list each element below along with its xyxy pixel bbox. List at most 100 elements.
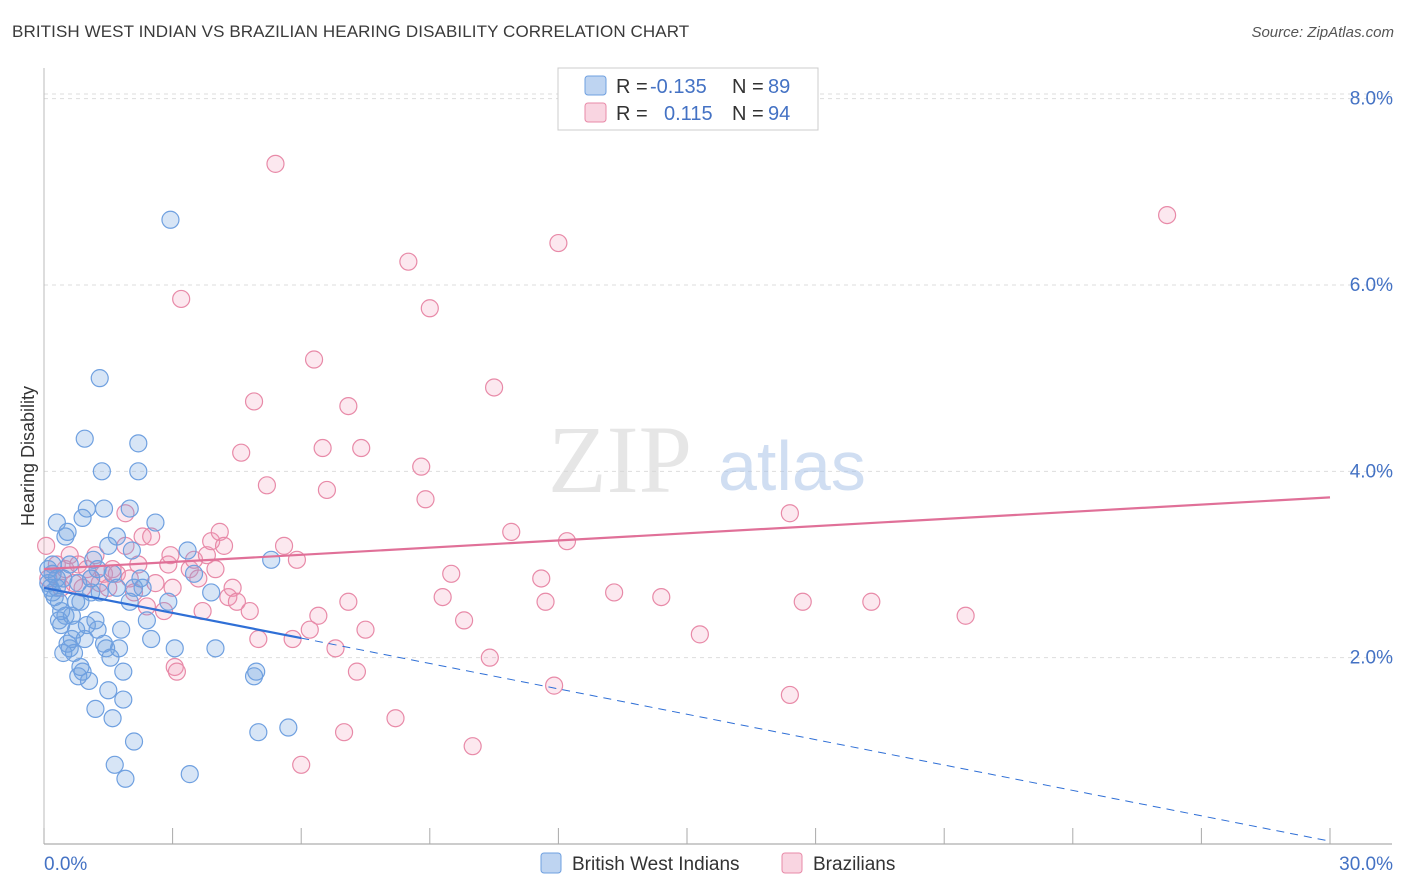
data-point	[142, 629, 161, 649]
data-point	[43, 555, 62, 574]
data-point	[244, 392, 264, 411]
legend-r-value-1: -0.135	[650, 76, 707, 98]
source-label: Source: ZipAtlas.com	[1251, 24, 1394, 41]
data-point	[605, 583, 624, 602]
data-point	[227, 592, 246, 611]
data-point	[109, 639, 129, 658]
trend-line-pink	[43, 496, 1331, 571]
legend-n-value-1: 89	[768, 76, 790, 98]
data-point	[71, 657, 90, 677]
data-point	[71, 592, 90, 611]
data-point	[88, 560, 107, 579]
data-point	[56, 527, 75, 546]
y-tick-label: 4.0%	[1350, 461, 1393, 482]
x-ticks: 0.0% 30.0%	[43, 828, 1393, 875]
y-axis-label: Hearing Disability	[18, 386, 38, 526]
stats-legend: R = -0.135 N = 89 R = 0.115 N = 94	[557, 67, 819, 131]
data-point	[399, 252, 418, 271]
y-tick-label: 2.0%	[1350, 648, 1393, 669]
data-point	[309, 606, 328, 625]
data-point	[206, 560, 225, 579]
data-point	[244, 667, 264, 686]
series-legend-label-blue: British West Indians	[572, 854, 740, 875]
legend-n-label-2: N =	[732, 103, 764, 125]
series-legend-label-pink: Brazilians	[813, 854, 895, 875]
data-point	[412, 457, 431, 476]
data-point	[114, 690, 133, 709]
data-point	[454, 611, 474, 630]
data-point	[347, 662, 367, 681]
data-point	[90, 583, 109, 602]
data-point	[480, 648, 499, 667]
data-point	[214, 536, 234, 555]
data-point	[219, 587, 238, 607]
trend-lines	[43, 496, 1331, 842]
legend-swatch-blue	[584, 75, 607, 96]
data-point	[120, 569, 139, 588]
data-point	[206, 639, 225, 658]
data-point	[47, 569, 66, 588]
data-point	[262, 550, 281, 569]
data-point	[463, 737, 482, 756]
data-point	[442, 564, 461, 583]
data-point	[202, 583, 221, 602]
trend-line-blue	[43, 586, 302, 640]
watermark: ZIP atlas	[548, 406, 866, 513]
data-point	[279, 718, 298, 737]
data-point	[77, 615, 96, 635]
data-point	[84, 550, 103, 569]
british-west-indians-points	[39, 210, 298, 788]
data-point	[99, 681, 118, 700]
data-point	[386, 709, 405, 728]
data-point	[339, 396, 358, 416]
legend-r-label-1: R =	[616, 76, 648, 98]
data-point	[137, 611, 156, 630]
data-point	[536, 592, 555, 611]
data-point	[334, 723, 354, 742]
data-point	[159, 592, 178, 611]
data-point	[62, 629, 81, 649]
y-tick-label: 8.0%	[1350, 89, 1393, 110]
data-point	[114, 662, 133, 681]
data-point	[433, 587, 452, 607]
data-point	[94, 634, 114, 653]
data-point	[167, 662, 186, 681]
data-point	[339, 592, 358, 611]
gridlines	[44, 93, 1392, 659]
data-point	[304, 350, 324, 369]
data-point	[75, 429, 94, 448]
data-point	[37, 536, 56, 555]
data-point	[502, 522, 521, 541]
data-point	[105, 755, 124, 774]
x-tick-label-max: 30.0%	[1339, 854, 1393, 875]
data-point	[122, 541, 141, 560]
data-point	[73, 508, 92, 528]
series-legend-swatch-blue	[540, 852, 562, 874]
y-tick-label: 6.0%	[1350, 275, 1393, 296]
data-point	[240, 601, 259, 621]
data-point	[47, 578, 66, 597]
series-legend: British West Indians Brazilians	[540, 852, 895, 875]
data-point	[1158, 205, 1177, 225]
legend-r-label-2: R =	[616, 103, 648, 125]
data-point	[300, 620, 319, 639]
data-point	[62, 606, 81, 625]
data-point	[292, 755, 311, 774]
data-point	[247, 662, 266, 681]
data-point	[184, 564, 204, 583]
data-point	[652, 587, 671, 607]
data-point	[356, 620, 375, 639]
data-point	[283, 629, 302, 649]
data-point	[420, 299, 439, 318]
data-point	[163, 578, 182, 597]
data-point	[77, 560, 96, 579]
data-point	[92, 462, 111, 481]
data-point	[107, 527, 126, 546]
data-point	[317, 480, 337, 500]
x-tick-label-min: 0.0%	[44, 854, 87, 875]
data-point	[549, 233, 568, 253]
data-point	[862, 592, 881, 611]
data-point	[485, 378, 504, 397]
data-point	[129, 462, 148, 481]
